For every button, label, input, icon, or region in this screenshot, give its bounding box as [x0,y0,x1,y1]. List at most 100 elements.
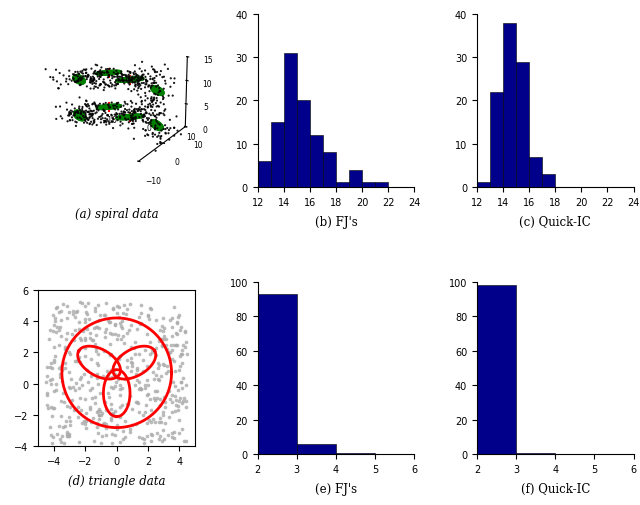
Point [49,404,59,412]
Point [103,316,113,324]
Point [123,375,133,383]
Point [158,315,168,323]
Point [151,371,161,379]
Point [90,308,100,316]
Point [113,375,124,383]
Point [74,326,84,334]
Point [115,352,125,360]
Point [109,370,120,378]
Bar [323,153,336,187]
Point [100,328,110,336]
Point [93,429,104,437]
Point [49,387,59,395]
Point [137,434,147,442]
Point [154,418,164,426]
Point [158,327,168,335]
Point [77,299,87,307]
Point [63,368,74,376]
Point [161,335,171,343]
Point [117,428,127,436]
Bar [336,183,349,187]
Point [167,429,177,437]
Point [176,379,186,387]
Point [84,386,95,394]
Point [140,381,150,389]
Point [118,435,129,443]
Point [112,310,122,318]
Point [110,320,120,328]
Point [101,367,111,375]
Point [112,421,122,429]
Point [68,308,78,316]
Point [49,357,60,365]
Point [161,341,171,349]
Point [104,318,115,326]
Point [117,324,127,332]
Point [55,323,65,331]
Point [87,336,97,344]
Point [52,304,62,312]
Point [162,345,172,353]
Point [70,386,81,394]
Point [45,423,55,431]
Point [81,308,91,316]
Point [90,393,100,401]
Point [80,337,90,345]
Point [148,375,159,383]
Point [62,430,72,438]
Point [75,375,85,383]
Point [95,411,106,419]
Point [60,422,70,430]
Point [175,323,186,331]
Point [65,421,75,429]
Point [104,351,115,359]
Point [92,408,102,416]
Bar [297,444,336,454]
Point [126,354,136,362]
Point [74,384,84,392]
Bar [516,63,529,187]
Point [122,364,132,372]
Point [76,298,86,307]
Point [112,335,122,343]
Point [145,395,155,403]
Point [134,408,144,416]
Point [108,410,118,418]
Point [60,418,70,426]
Point [87,394,97,402]
Point [181,339,191,347]
Point [167,398,177,406]
Point [112,302,122,311]
Point [91,324,101,332]
Point [57,432,67,440]
Point [177,425,187,433]
Point [47,412,57,420]
Point [87,384,97,392]
Point [49,321,59,329]
Point [100,398,111,407]
Point [125,425,135,433]
Point [84,406,95,414]
Point [56,367,67,375]
Point [135,321,145,329]
Point [57,378,67,386]
Point [94,411,104,419]
Point [46,359,56,367]
Point [180,397,191,405]
Point [159,403,170,412]
Point [75,394,85,402]
Point [48,433,58,441]
Point [72,403,83,412]
Point [77,381,87,389]
Point [105,340,115,348]
Point [132,399,143,408]
Point [65,413,75,421]
Text: (f) Quick-IC: (f) Quick-IC [520,482,590,495]
Point [157,341,167,349]
Bar [542,175,556,187]
Point [159,332,170,340]
Point [95,407,105,415]
Point [156,418,166,426]
Point [83,315,93,323]
Point [122,400,132,409]
